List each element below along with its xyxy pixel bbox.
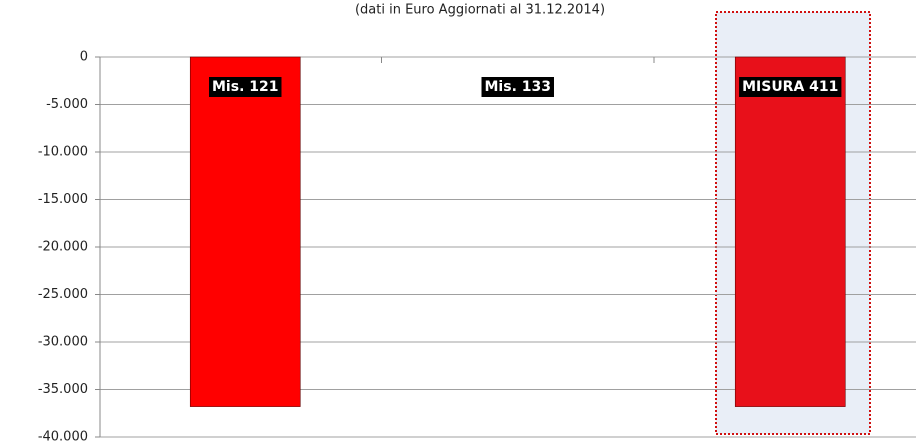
category-label: Mis. 121	[212, 79, 278, 95]
category-label-box	[481, 77, 554, 97]
y-tick-label: -30.000	[38, 335, 88, 350]
category-label: MISURA 411	[742, 79, 838, 95]
y-tick-label: -10.000	[38, 145, 88, 160]
bar	[734, 56, 846, 407]
y-tick-label: -40.000	[38, 430, 88, 445]
y-tick-label: -35.000	[38, 382, 88, 397]
category-label: Mis. 133	[485, 79, 551, 95]
y-tick-label: -20.000	[38, 240, 88, 255]
y-tick-label: -5.000	[46, 97, 88, 112]
y-tick-label: -25.000	[38, 287, 88, 302]
chart-subtitle: (dati in Euro Aggiornati al 31.12.2014)	[355, 3, 605, 18]
bar	[189, 56, 301, 407]
category-label-box	[739, 77, 842, 97]
y-tick-label: 0	[80, 50, 88, 65]
y-tick-label: -15.000	[38, 192, 88, 207]
category-label-box	[209, 77, 282, 97]
